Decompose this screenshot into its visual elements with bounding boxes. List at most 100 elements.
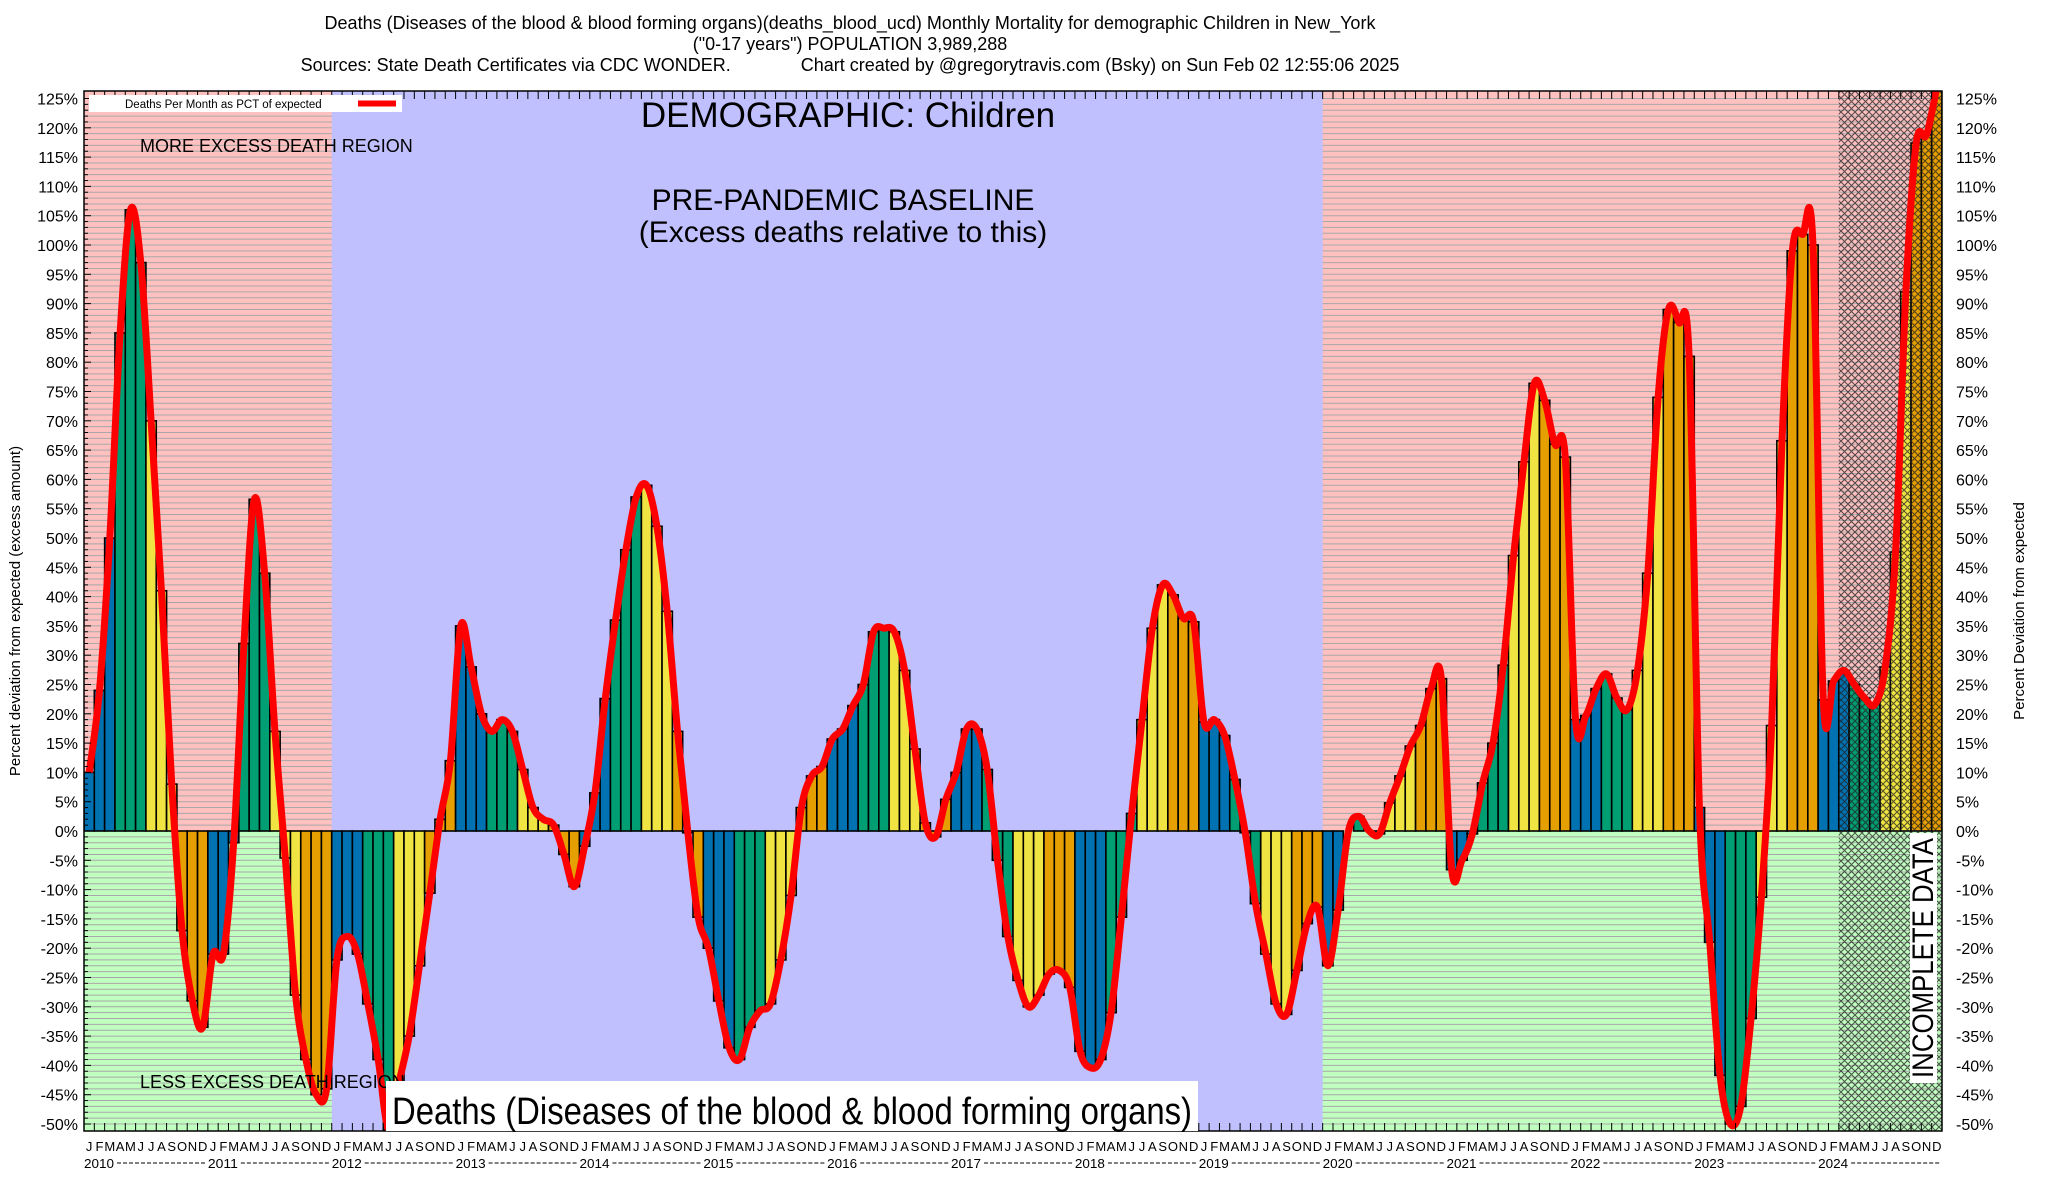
month-label: J (1005, 1139, 1012, 1154)
year-label: 2020 (1323, 1156, 1353, 1171)
month-label: M (620, 1139, 631, 1154)
year-label: 2015 (703, 1156, 733, 1171)
y-tick-label-left: 5% (55, 795, 78, 812)
month-label: S (291, 1139, 300, 1154)
month-label: A (735, 1139, 744, 1154)
bar (1022, 830, 1035, 1008)
month-label: F (1086, 1139, 1094, 1154)
month-label: F (467, 1139, 475, 1154)
bar (1094, 830, 1107, 1061)
month-label: A (1272, 1139, 1281, 1154)
month-label: A (1024, 1139, 1033, 1154)
month-label: J (1448, 1139, 1455, 1154)
bar (640, 484, 653, 832)
month-label: J (509, 1139, 516, 1154)
month-label: M (1488, 1139, 1499, 1154)
month-label: M (104, 1139, 115, 1154)
month-label: M (1343, 1139, 1354, 1154)
bar (1177, 617, 1190, 832)
month-label: J (1077, 1139, 1084, 1154)
month-label: D (1561, 1139, 1570, 1154)
month-label: J (210, 1139, 217, 1154)
month-label: D (1808, 1139, 1817, 1154)
bar (1198, 721, 1210, 832)
y-tick-label-right: 65% (1956, 443, 1988, 460)
month-label: M (228, 1139, 239, 1154)
y-tick-label-right: 60% (1956, 472, 1988, 489)
bar (1053, 830, 1066, 972)
month-label: J (1696, 1139, 1703, 1154)
month-label: J (1139, 1139, 1146, 1154)
month-label: J (767, 1139, 774, 1154)
month-label: F (219, 1139, 227, 1154)
y-tick-label-left: 100% (37, 238, 78, 255)
month-label: D (693, 1139, 702, 1154)
bar (1590, 687, 1603, 832)
month-label: J (519, 1139, 526, 1154)
incomplete-label: INCOMPLETE DATA (1907, 838, 1940, 1078)
y-tick-label-left: -25% (41, 971, 78, 988)
bar (743, 830, 756, 1029)
month-label: M (1116, 1139, 1127, 1154)
y-tick-label-right: 35% (1956, 619, 1988, 636)
month-label: A (1478, 1139, 1487, 1154)
month-label: J (1252, 1139, 1259, 1154)
month-label: N (1674, 1139, 1683, 1154)
month-label: A (1767, 1139, 1776, 1154)
month-label: M (1611, 1139, 1622, 1154)
bar (836, 728, 849, 832)
month-label: N (435, 1139, 444, 1154)
y-tick-label-left: -40% (41, 1058, 78, 1075)
month-label: M (1859, 1139, 1870, 1154)
month-label: M (1240, 1139, 1251, 1154)
demographic-title: DEMOGRAPHIC: Children (641, 96, 1055, 135)
month-label: S (1902, 1139, 1911, 1154)
y-tick-label-left: 25% (46, 678, 78, 695)
bar (207, 830, 219, 955)
month-label: J (891, 1139, 898, 1154)
month-label: D (817, 1139, 826, 1154)
month-label: J (1201, 1139, 1208, 1154)
month-label: J (1624, 1139, 1631, 1154)
month-label: M (1219, 1139, 1230, 1154)
month-label: M (373, 1139, 384, 1154)
y-tick-label-right: 125% (1956, 92, 1997, 109)
year-label: 2024 (1818, 1156, 1848, 1171)
y-tick-label-right: 110% (1956, 179, 1996, 196)
month-label: F (1830, 1139, 1838, 1154)
bar (475, 712, 488, 832)
month-label: S (787, 1139, 796, 1154)
bar (630, 496, 643, 832)
month-label: N (188, 1139, 197, 1154)
month-label: J (705, 1139, 712, 1154)
month-label: S (1158, 1139, 1167, 1154)
month-label: A (1107, 1139, 1116, 1154)
y-tick-label-left: 65% (46, 443, 78, 460)
month-label: J (829, 1139, 836, 1154)
month-label: N (1922, 1139, 1931, 1154)
y-tick-label-right: 105% (1956, 209, 1997, 226)
month-label: S (1778, 1139, 1787, 1154)
month-label: J (1015, 1139, 1022, 1154)
y-tick-label-right: 70% (1956, 414, 1988, 431)
bar (888, 630, 901, 832)
month-label: D (1437, 1139, 1446, 1154)
bar (1063, 830, 1076, 989)
month-label: M (352, 1139, 363, 1154)
y-tick-label-left: 45% (46, 560, 78, 577)
axes: -50% -50% -45% -45% -40% -40% -35% -35% -30% -30%… (37, 90, 1997, 1171)
y-tick-label-right: -45% (1956, 1088, 1993, 1105)
month-label: F (715, 1139, 723, 1154)
year-label: 2014 (579, 1156, 609, 1171)
y-tick-label-right: -35% (1956, 1029, 1993, 1046)
month-label: J (953, 1139, 960, 1154)
more-excess-label: MORE EXCESS DEATH REGION (140, 136, 413, 156)
month-label: J (334, 1139, 341, 1154)
month-label: A (859, 1139, 868, 1154)
month-label: M (125, 1139, 136, 1154)
month-label: J (1128, 1139, 1135, 1154)
month-label: J (643, 1139, 650, 1154)
legend-label: Deaths Per Month as PCT of expected (125, 99, 322, 111)
y-tick-label-left: 105% (37, 209, 78, 226)
y-tick-label-left: 30% (46, 648, 78, 665)
